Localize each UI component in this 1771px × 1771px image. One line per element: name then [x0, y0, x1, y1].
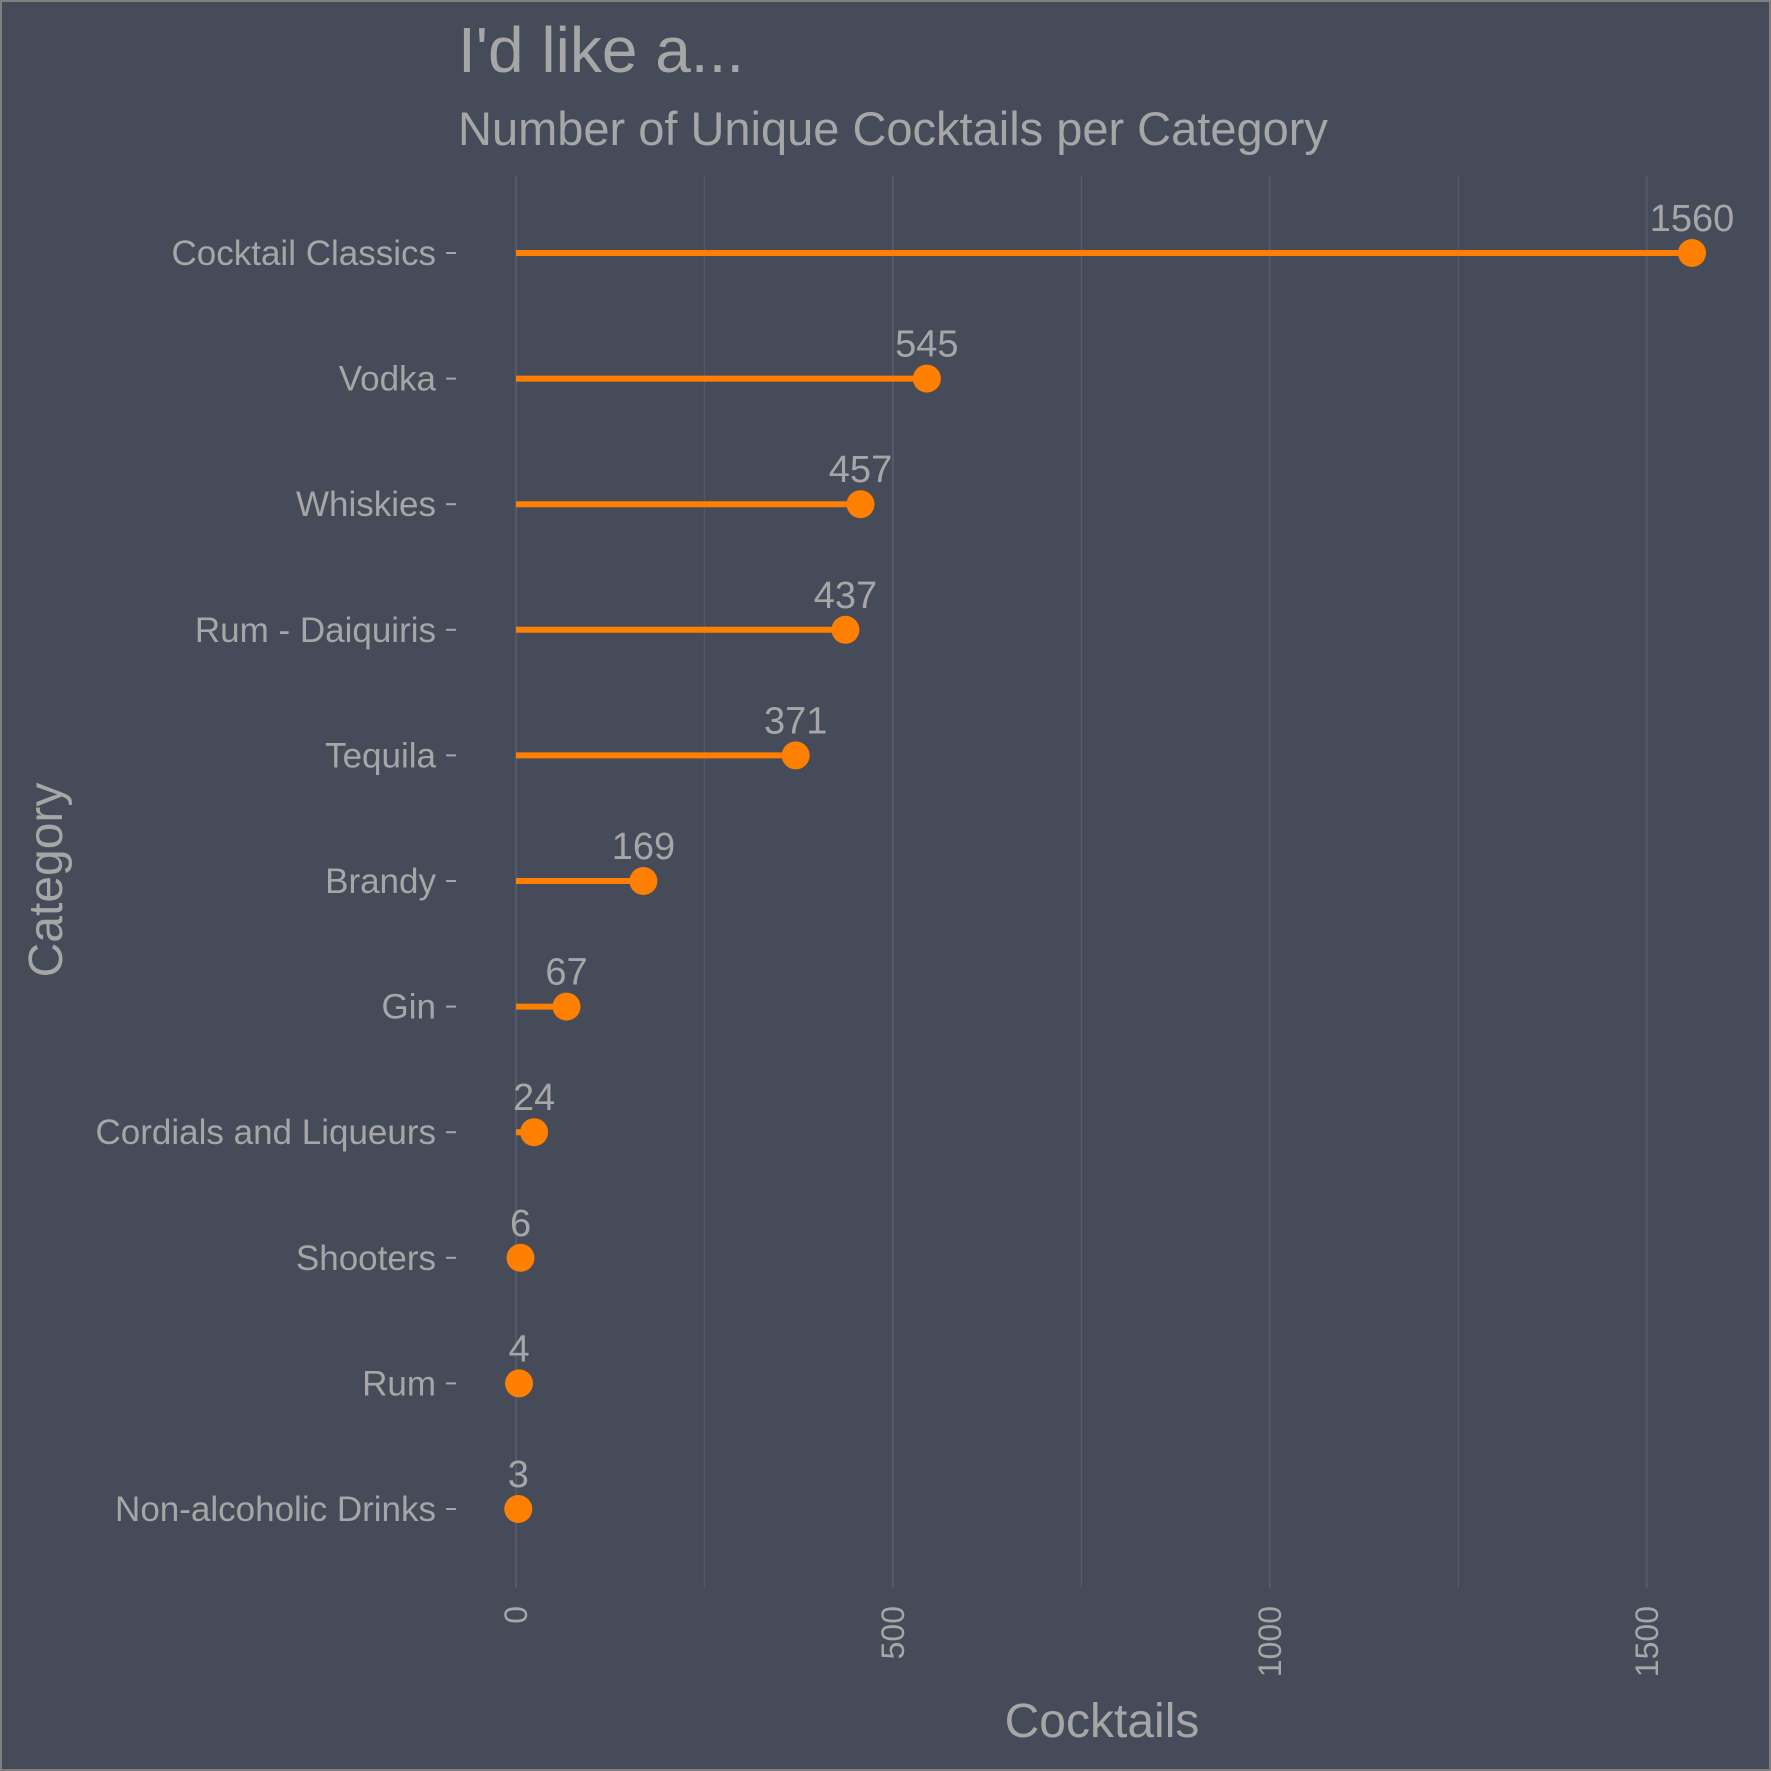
value-label: 3: [508, 1454, 529, 1496]
lollipop-point: [505, 1369, 534, 1398]
value-label: 457: [829, 449, 892, 491]
lollipop-point: [831, 615, 860, 644]
category-label: Non-alcoholic Drinks: [115, 1490, 436, 1529]
lollipop-point: [629, 867, 658, 895]
category-label: Rum: [362, 1364, 436, 1403]
category-label: Gin: [382, 988, 436, 1027]
lollipop-point: [1678, 239, 1706, 267]
y-axis-title: Category: [20, 783, 73, 978]
lollipop-point: [912, 364, 941, 393]
chart-title: I'd like a...: [458, 14, 744, 86]
category-label: Cocktail Classics: [172, 234, 437, 273]
category-label: Vodka: [339, 360, 437, 399]
value-label: 4: [508, 1328, 529, 1370]
value-label: 169: [612, 826, 675, 868]
category-label: Brandy: [325, 862, 436, 901]
grid-layer: [514, 176, 1648, 1588]
x-tick-label: 1500: [1629, 1606, 1665, 1677]
value-label: 545: [895, 324, 958, 366]
x-tick-label: 1000: [1252, 1606, 1288, 1677]
category-label: Cordials and Liqueurs: [96, 1113, 436, 1152]
lollipop-point: [506, 1243, 535, 1272]
value-label: 1560: [1650, 198, 1735, 240]
lollipop-point: [504, 1495, 533, 1523]
category-label: Whiskies: [296, 485, 436, 524]
value-label: 67: [545, 952, 587, 994]
value-label: 371: [764, 700, 827, 742]
label-layer: 0 500 1000 1500 Cocktail Classics 1560 Vodka 54…: [96, 198, 1735, 1677]
value-label: 6: [510, 1203, 531, 1245]
x-tick-label: 0: [498, 1606, 534, 1624]
x-axis-title: Cocktails: [1005, 1695, 1200, 1748]
lollipop-point: [520, 1118, 549, 1147]
x-tick-label: 500: [875, 1606, 911, 1659]
category-label: Shooters: [296, 1239, 436, 1278]
chart-subtitle: Number of Unique Cocktails per Category: [458, 102, 1328, 155]
value-label: 24: [513, 1077, 555, 1119]
lollipop-point: [846, 490, 875, 519]
lollipop-point: [781, 741, 810, 770]
series-layer: [504, 239, 1706, 1523]
value-label: 437: [814, 575, 877, 617]
lollipop-point: [552, 992, 581, 1021]
category-label: Tequila: [325, 736, 436, 775]
category-label: Rum - Daiquiris: [195, 611, 436, 650]
